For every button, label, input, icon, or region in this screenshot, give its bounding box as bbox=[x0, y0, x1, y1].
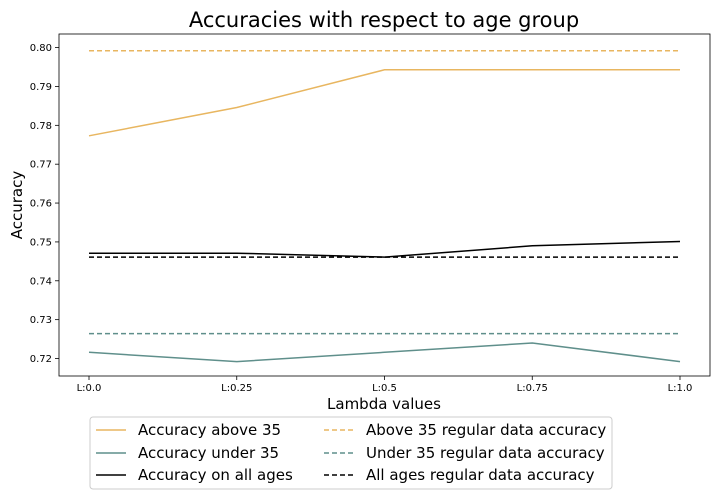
legend-label-6: All ages regular data accuracy bbox=[366, 466, 595, 484]
y-axis: 0.72 0.73 0.74 0.75 0.76 0.77 0.78 0.79 0.80 bbox=[30, 43, 59, 365]
y-tick-label: 0.78 bbox=[30, 121, 52, 132]
x-tick-label: L:0.5 bbox=[372, 383, 397, 394]
x-tick-label: L:0.25 bbox=[221, 383, 252, 394]
x-axis: L:0.0 L:0.25 L:0.5 L:0.75 L:1.0 bbox=[77, 376, 693, 394]
x-tick-label: L:0.75 bbox=[517, 383, 548, 394]
y-tick-label: 0.76 bbox=[30, 199, 52, 210]
legend-label-1: Accuracy above 35 bbox=[138, 421, 281, 439]
series-line-3 bbox=[89, 240, 681, 258]
y-tick-label: 0.74 bbox=[30, 276, 52, 287]
y-tick-label: 0.73 bbox=[30, 315, 52, 326]
legend-label-5: Under 35 regular data accuracy bbox=[366, 444, 605, 462]
x-tick-label: L:1.0 bbox=[668, 383, 693, 394]
x-tick-label: L:0.0 bbox=[77, 383, 102, 394]
y-axis-label: Accuracy bbox=[8, 171, 26, 240]
y-tick-label: 0.72 bbox=[30, 354, 52, 365]
series-line-2 bbox=[88, 342, 681, 363]
x-axis-label: Lambda values bbox=[327, 395, 441, 413]
y-tick-label: 0.80 bbox=[30, 43, 52, 54]
series-lines bbox=[88, 49, 681, 363]
y-tick-label: 0.79 bbox=[30, 82, 52, 93]
legend-label-2: Accuracy under 35 bbox=[138, 444, 279, 462]
legend: Accuracy above 35 Accuracy under 35 Accura… bbox=[89, 416, 613, 490]
chart-title: Accuracies with respect to age group bbox=[189, 8, 579, 32]
y-tick-label: 0.77 bbox=[30, 160, 52, 171]
plot-area bbox=[58, 33, 711, 377]
y-tick-label: 0.75 bbox=[30, 237, 52, 248]
legend-label-3: Accuracy on all ages bbox=[138, 466, 293, 484]
legend-label-4: Above 35 regular data accuracy bbox=[366, 421, 606, 439]
series-line-1 bbox=[88, 69, 680, 137]
